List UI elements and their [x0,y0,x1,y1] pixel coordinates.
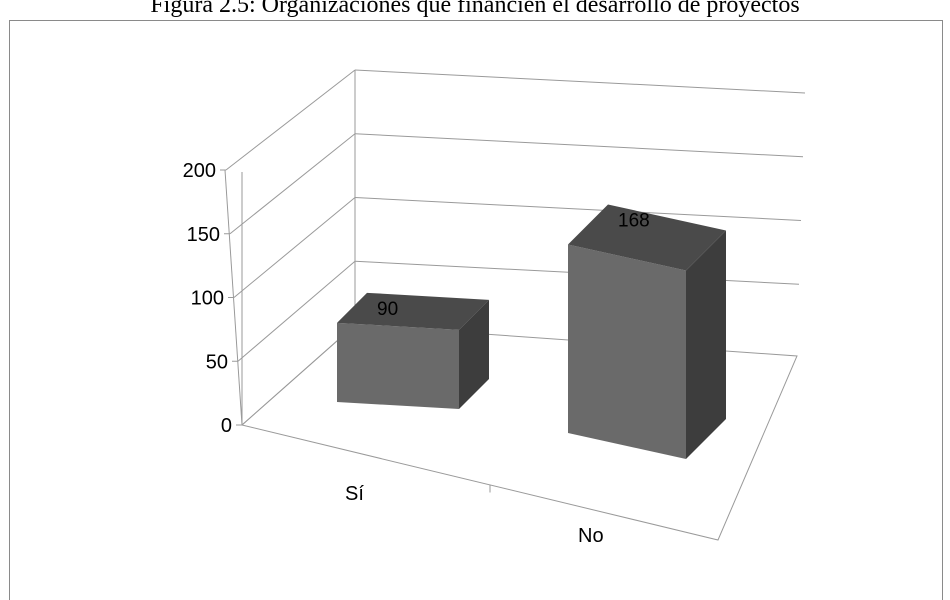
bar-top-face [568,204,726,271]
gridline-back-200 [354,69,806,94]
bar-front-face [568,244,686,459]
data-label: 168 [618,211,650,232]
figure-caption: Figura 2.5: Organizaciones que financien… [150,0,800,18]
gridline-back-100 [354,197,802,221]
y-axis-line [224,169,243,426]
bar-Sí [337,292,489,409]
gridline-side-0 [241,324,356,426]
y-tick-label: 200 [183,160,216,182]
gridline-side-150 [229,133,356,235]
bar-side-face [686,230,726,459]
x-category-label: No [578,525,604,547]
gridline-side-100 [233,197,356,298]
gridline-side-200 [225,69,356,171]
data-label: 90 [377,299,398,320]
x-category-label: Sí [345,483,364,505]
y-tick-label: 150 [187,224,220,246]
gridline-back-150 [354,133,804,158]
bar-front-face [337,322,459,409]
chart-labels: 0 50 100 150 200 90 168 Sí No [183,160,650,547]
bar-No [568,204,726,459]
bar-side-face [459,299,489,409]
gridline-side-50 [237,260,356,362]
y-tick-label: 50 [206,351,228,373]
chart-axes [220,169,491,493]
chart-frame [9,20,943,600]
chart-grid [225,69,806,541]
y-tick-label: 0 [221,415,232,437]
y-tick-label: 100 [191,288,224,310]
bar-top-face [337,292,489,330]
chart-bars [337,204,726,459]
